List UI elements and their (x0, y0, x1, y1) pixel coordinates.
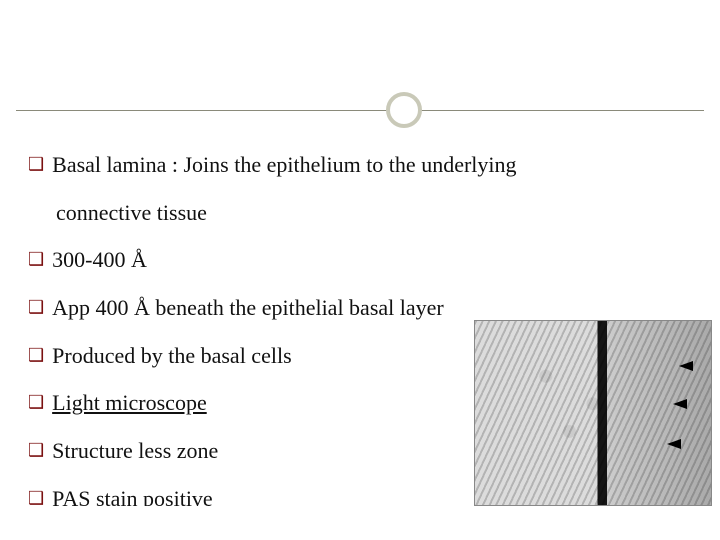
bullet-item: ❑ App 400 Å beneath the epithelial basal… (28, 293, 692, 323)
bullet-square-icon: ❑ (28, 436, 44, 465)
arrow-marker-icon (679, 361, 693, 371)
bullet-item-continuation: connective tissue (28, 198, 692, 228)
histology-micrograph-image (474, 320, 712, 506)
arrow-marker-icon (673, 399, 687, 409)
ring-ornament-icon (386, 92, 422, 128)
slide-header (0, 0, 720, 128)
bullet-square-icon: ❑ (28, 388, 44, 417)
bullet-square-icon: ❑ (28, 245, 44, 274)
bullet-square-icon: ❑ (28, 484, 44, 506)
bullet-text: 300-400 Å (52, 245, 692, 275)
bullet-text: App 400 Å beneath the epithelial basal l… (52, 293, 692, 323)
header-rule (16, 110, 704, 111)
bullet-item: ❑ 300-400 Å (28, 245, 692, 275)
bullet-item: ❑ Basal lamina : Joins the epithelium to… (28, 150, 692, 180)
bullet-square-icon: ❑ (28, 150, 44, 179)
bullet-square-icon: ❑ (28, 293, 44, 322)
bullet-text: Basal lamina : Joins the epithelium to t… (52, 150, 692, 180)
bullet-square-icon: ❑ (28, 341, 44, 370)
bullet-text: connective tissue (56, 198, 692, 228)
arrow-marker-icon (667, 439, 681, 449)
